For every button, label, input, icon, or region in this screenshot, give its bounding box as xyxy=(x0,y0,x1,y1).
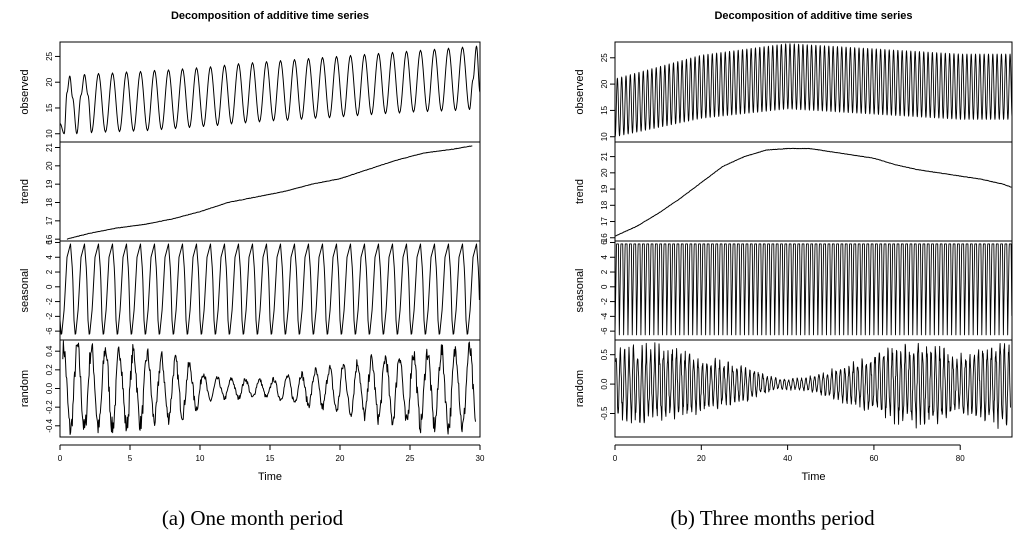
seasonal-y-tick-label: 4 xyxy=(45,254,54,259)
trend-y-tick-label: 20 xyxy=(45,161,54,170)
observed-y-tick-label: 10 xyxy=(600,132,609,141)
trend-y-tick-label: 21 xyxy=(45,143,54,152)
trend-y-tick-label: 20 xyxy=(600,168,609,177)
x-tick-label: 15 xyxy=(266,454,275,463)
observed-series-line xyxy=(614,43,1013,138)
seasonal-y-tick-label: 2 xyxy=(45,269,54,274)
panel-observed: 10 15 20 25 observed xyxy=(574,41,1013,143)
random-y-tick-label: 0.2 xyxy=(45,364,54,376)
panel-seasonal: -6 -4 -2 0 2 4 6 seasonal xyxy=(574,240,1013,341)
random-axis-label: random xyxy=(19,370,31,407)
decomposition-chart-one-month: Decomposition of additive time series101… xyxy=(19,10,485,483)
trend-y-tick-label: 21 xyxy=(600,152,609,161)
seasonal-axis-label: seasonal xyxy=(19,268,31,312)
observed-y-tick-label: 25 xyxy=(45,51,54,60)
trend-axis-label: trend xyxy=(19,179,31,204)
random-series-line xyxy=(615,342,1011,429)
x-tick-label: 40 xyxy=(783,454,792,463)
trend-y-tick-label: 19 xyxy=(600,184,609,193)
seasonal-y-tick-label: -2 xyxy=(45,312,54,320)
trend-y-tick-label: 17 xyxy=(45,216,54,225)
trend-y-tick-label: 16 xyxy=(600,233,609,242)
observed-y-tick-label: 20 xyxy=(600,79,609,88)
chart-title: Decomposition of additive time series xyxy=(714,10,912,22)
observed-axis-label: observed xyxy=(574,69,586,114)
x-tick-label: 20 xyxy=(336,454,345,463)
trend-y-tick-label: 19 xyxy=(45,179,54,188)
x-tick-label: 60 xyxy=(869,454,878,463)
panel-seasonal: -6 -2 -2 0 2 4 6 seasonal xyxy=(19,240,481,341)
seasonal-y-tick-label: -4 xyxy=(600,312,609,320)
x-axis-label: Time xyxy=(258,471,282,483)
seasonal-y-tick-label: 2 xyxy=(600,269,609,274)
panel-random: -0.4 -0.2 0.0 0.2 0.4 random xyxy=(19,339,481,438)
x-axis-label: Time xyxy=(801,471,825,483)
seasonal-y-tick-label: -6 xyxy=(45,327,54,335)
random-y-tick-label: 0.5 xyxy=(600,349,609,361)
random-y-tick-label: 0.0 xyxy=(600,378,609,390)
observed-series-line xyxy=(59,45,481,135)
trend-y-tick-label: 16 xyxy=(45,234,54,243)
caption-three-months-period: (b) Three months period xyxy=(670,506,875,530)
seasonal-y-tick-label: -6 xyxy=(600,327,609,335)
random-y-tick-label: -0.5 xyxy=(600,406,609,420)
seasonal-y-tick-label: -2 xyxy=(600,297,609,305)
panel-trend: 16 17 18 19 20 21 trend xyxy=(19,141,481,244)
seasonal-y-tick-label: -2 xyxy=(45,297,54,305)
seasonal-y-tick-label: 4 xyxy=(600,254,609,259)
observed-y-tick-label: 15 xyxy=(45,103,54,112)
x-tick-label: 5 xyxy=(128,454,133,463)
seasonal-axis-label: seasonal xyxy=(574,268,586,312)
seasonal-y-tick-label: 6 xyxy=(600,240,609,245)
trend-axis-label: trend xyxy=(574,179,586,204)
observed-y-tick-label: 25 xyxy=(600,53,609,62)
x-tick-label: 80 xyxy=(956,454,965,463)
caption-one-month-period: (a) One month period xyxy=(161,506,344,530)
trend-panel-frame xyxy=(59,141,481,242)
x-tick-label: 0 xyxy=(58,454,63,463)
panel-trend: 16 17 18 19 20 21 trend xyxy=(574,141,1013,242)
x-tick-label: 25 xyxy=(406,454,415,463)
trend-y-tick-label: 18 xyxy=(600,200,609,209)
observed-y-tick-label: 20 xyxy=(45,77,54,86)
random-y-tick-label: 0.0 xyxy=(45,382,54,394)
x-axis: 0 5 10 15 20 25 30 Time xyxy=(58,444,485,483)
trend-y-tick-label: 17 xyxy=(600,217,609,226)
random-y-tick-label: -0.4 xyxy=(45,418,54,432)
random-y-tick-label: 0.4 xyxy=(45,345,54,357)
x-axis: 0 20 40 60 80 Time xyxy=(613,444,965,483)
seasonal-y-tick-label: 0 xyxy=(600,284,609,289)
random-y-tick-label: -0.2 xyxy=(45,400,54,414)
seasonal-series-line xyxy=(59,243,480,335)
seasonal-y-tick-label: 6 xyxy=(45,240,54,245)
seasonal-y-tick-label: 0 xyxy=(45,284,54,289)
decomposition-chart-three-months: Decomposition of additive time series101… xyxy=(574,10,1013,483)
random-axis-label: random xyxy=(574,370,586,407)
trend-panel-frame xyxy=(614,141,1013,242)
x-tick-label: 20 xyxy=(697,454,706,463)
x-tick-label: 0 xyxy=(613,454,618,463)
x-tick-label: 10 xyxy=(196,454,205,463)
x-tick-label: 30 xyxy=(476,454,485,463)
trend-series-line xyxy=(614,147,1012,237)
trend-series-line xyxy=(66,145,473,240)
seasonal-series-line xyxy=(614,243,1013,336)
observed-axis-label: observed xyxy=(19,69,31,114)
panel-observed: 10 15 20 25 observed xyxy=(19,41,481,143)
panel-random: -0.5 0.0 0.5 random xyxy=(574,339,1013,438)
observed-y-tick-label: 10 xyxy=(45,129,54,138)
random-series-line xyxy=(62,340,477,435)
chart-title: Decomposition of additive time series xyxy=(171,10,369,22)
random-panel-frame xyxy=(614,339,1013,438)
observed-y-tick-label: 15 xyxy=(600,105,609,114)
trend-y-tick-label: 18 xyxy=(45,198,54,207)
figure-one-month-period: Decomposition of additive time series 10 1… xyxy=(0,0,505,505)
figure-three-months-period: Decomposition of additive time series 10 1… xyxy=(520,0,1025,505)
